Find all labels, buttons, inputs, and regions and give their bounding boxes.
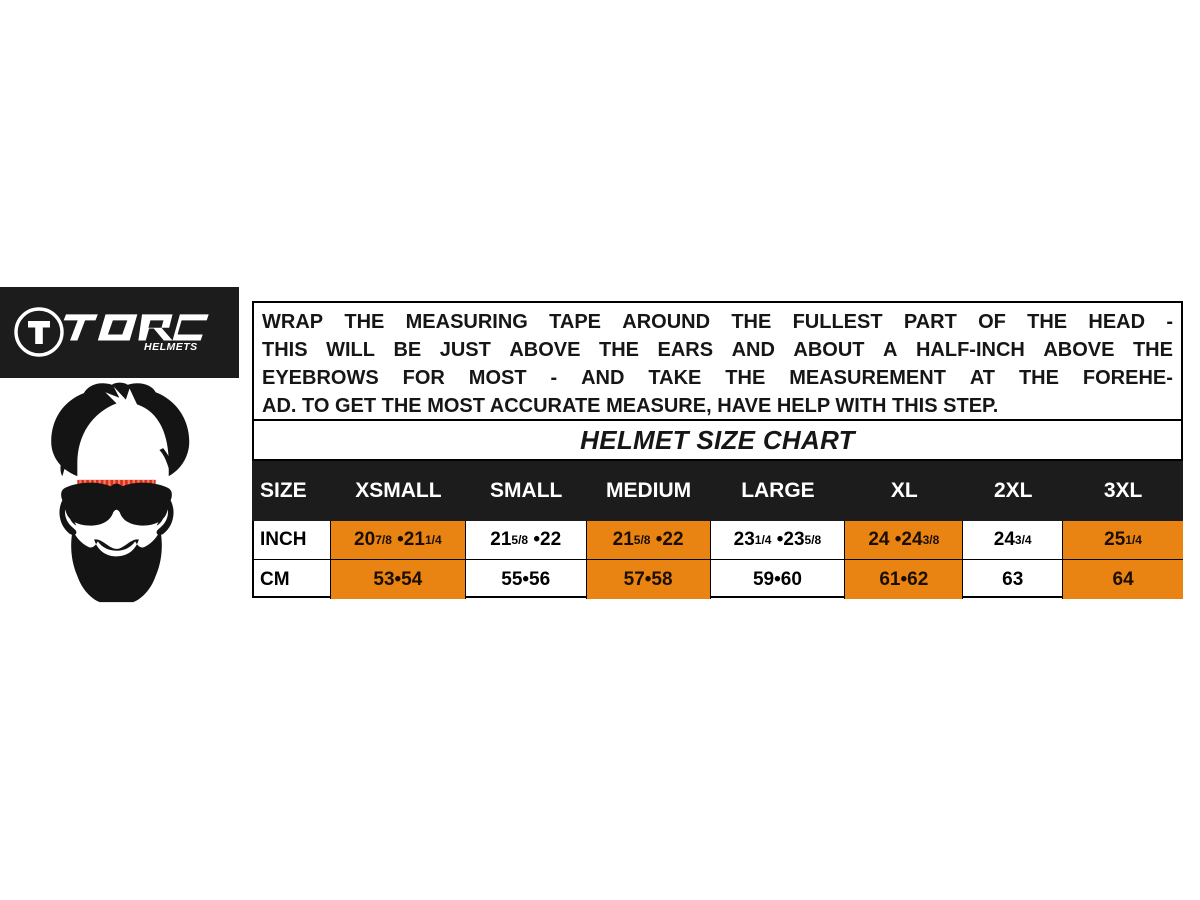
svg-text:HELMETS: HELMETS (144, 341, 198, 353)
